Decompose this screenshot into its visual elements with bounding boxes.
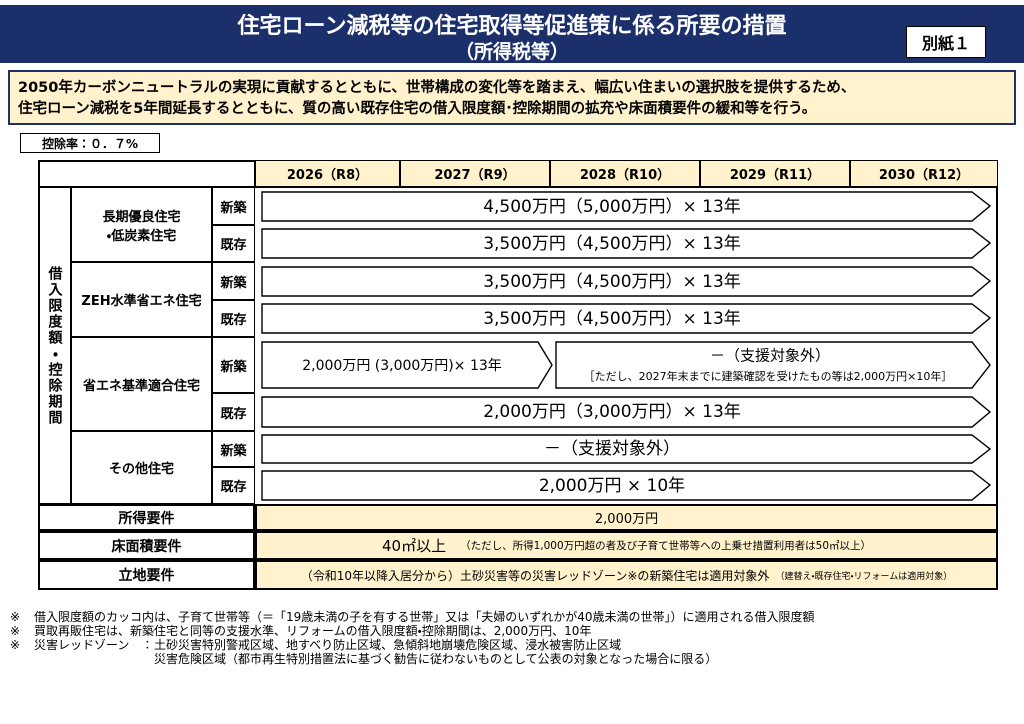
arrow [261,434,992,464]
title: 住宅ローン減税等の住宅取得等促進策に係る所要の措置 [237,14,787,39]
requirement-text: （令和10年以降入居分から）土砂災害等の災害レッドゾーン※の新築住宅は適用対象外 [300,568,770,583]
arrow-text: 3,500万円（4,500万円）× 13年 [483,272,741,292]
side-label: 借入限度額・控除期間 [38,187,71,504]
arrow [261,470,992,501]
arrow-note: ［ただし、2027年末までに建築確認を受けたもの等は2,000万円×10年］ [584,369,953,383]
footnote-term: 災害レッドゾーン ： [34,638,154,652]
footnote-text: 災害危険区域（都市再生特別措置法に基づく勧告に従わないものとして公表の対象となっ… [154,652,718,666]
intro-line: 2050年カーボンニュートラルの実現に貢献するとともに、世帯構成の変化等を踏まえ… [18,80,856,96]
group-label-line: ・低炭素住宅 [106,228,177,244]
footnote-mark: ※ [10,610,21,624]
footnote: ※ 借入限度額のカッコ内は、子育て世帯等（＝「19歳未満の子を有する世帯」又は「夫… [10,610,815,624]
arrow-text: 4,500万円（5,000万円）× 13年 [483,197,741,217]
arrow-text: 2,000万円 × 10年 [539,476,685,496]
footnote-text: 借入限度額のカッコ内は、子育て世帯等（＝「19歳未満の子を有する世帯」又は「夫婦… [34,610,815,624]
year-header: 2026（R8） [255,160,400,187]
attachment-label: 別紙１ [906,26,986,58]
requirement-note: （ただし、所得1,000万円超の者及び子育て世帯等への上乗せ措置利用者は50㎡以… [460,540,871,552]
footnote-mark: ※ [10,638,21,652]
year-header: 2028（R10） [550,160,700,187]
requirement-value: 40㎡以上 （ただし、所得1,000万円超の者及び子育て世帯等への上乗せ措置利用… [255,531,998,560]
arrow [555,341,991,389]
footnote-text: 土砂災害特別警戒区域、地すべり防止区域、急傾斜地崩壊危険区域、浸水被害防止区域 [154,638,622,652]
requirement-label: 立地要件 [38,560,255,590]
intro-line: 住宅ローン減税を5年間延長するとともに、質の高い既存住宅の借入限度額･控除期間の… [18,101,817,117]
deduction-rate: 控除率：０．７% [20,133,160,153]
subtitle: （所得税等） [454,41,569,63]
kind-label: 既存 [212,225,255,262]
arrow-text: 3,500万円（4,500万円）× 13年 [483,309,741,329]
group-label: その他住宅 [71,431,212,504]
kind-label: 既存 [212,393,255,431]
arrow [261,228,992,259]
header-bar [0,5,1024,63]
kind-label: 既存 [212,300,255,337]
arrow [261,266,992,297]
arrow-text: 2,000万円（3,000万円）× 13年 [483,402,741,422]
requirement-text: 40㎡以上 [381,537,447,555]
requirement-note: （建替え・既存住宅・リフォームは適用対象） [775,571,953,582]
arrow [261,341,553,389]
arrow-text: －（支援対象外） [544,439,680,459]
footnote: ※ 買取再販住宅は、新築住宅と同等の支援水準、リフォームの借入限度額・控除期間は、… [10,624,591,638]
arrow-text: 2,000万円 (3,000万円)× 13年 [302,358,502,374]
requirement-value: （令和10年以降入居分から）土砂災害等の災害レッドゾーン※の新築住宅は適用対象外… [255,560,998,590]
group-label: ZEH水準省エネ住宅 [71,262,212,337]
requirement-label: 床面積要件 [38,531,255,560]
year-header: 2027（R9） [400,160,550,187]
kind-label: 新築 [212,187,255,225]
kind-label: 既存 [212,467,255,504]
footnote-text: 買取再販住宅は、新築住宅と同等の支援水準、リフォームの借入限度額・控除期間は、2… [34,624,592,638]
arrow-group: 4,500万円（5,000万円）× 13年 3,500万円（4,500万円）× … [261,191,992,501]
intro-box: 2050年カーボンニュートラルの実現に貢献するとともに、世帯構成の変化等を踏まえ… [8,70,1016,125]
kind-label: 新築 [212,262,255,300]
arrow [261,303,992,334]
requirement-value: 2,000万円 [255,504,998,531]
arrow-text: 3,500万円（4,500万円）× 13年 [483,234,741,254]
year-header: 2030（R12） [850,160,998,187]
requirement-label: 所得要件 [38,504,255,531]
arrow-area [255,187,998,504]
kind-label: 新築 [212,337,255,393]
group-label: 省エネ基準適合住宅 [71,337,212,431]
kind-label: 新築 [212,431,255,467]
corner-cell [38,160,255,187]
group-label-line: 長期優良住宅 [102,209,181,225]
group-label: 長期優良住宅 ・低炭素住宅 [71,187,212,262]
arrow-text: －（支援対象外） [710,347,830,365]
year-header: 2029（R11） [700,160,850,187]
arrow [261,191,992,222]
arrow [261,396,992,428]
footnote: ※ 災害レッドゾーン ：土砂災害特別警戒区域、地すべり防止区域、急傾斜地崩壊危険区… [10,638,621,652]
footnote-mark: ※ [10,624,21,638]
